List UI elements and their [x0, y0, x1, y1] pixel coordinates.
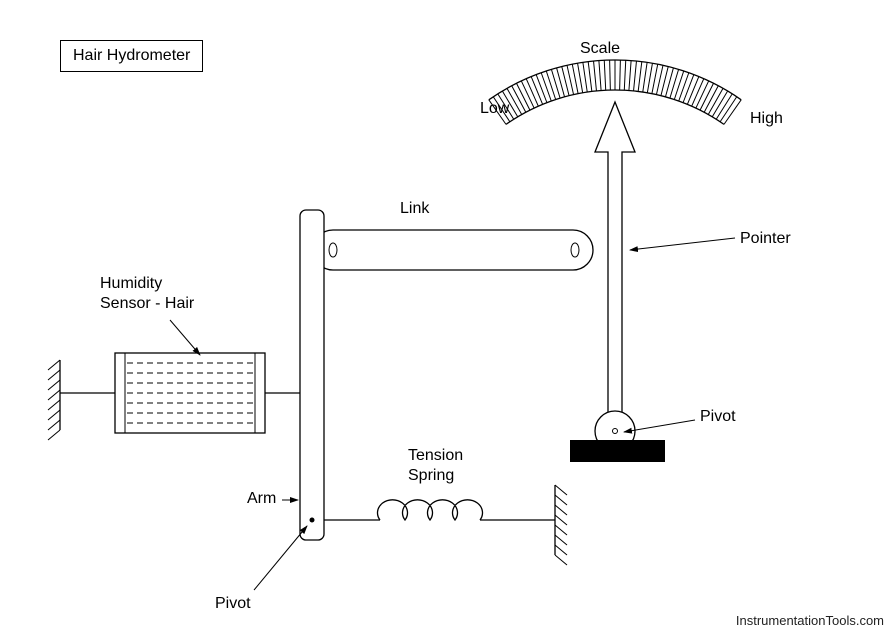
watermark: InstrumentationTools.com	[736, 613, 884, 628]
link	[313, 230, 593, 270]
title-box: Hair Hydrometer	[60, 40, 203, 72]
humidity-l1: Humidity	[100, 275, 162, 293]
title-text: Hair Hydrometer	[73, 47, 190, 64]
humidity-l2: Sensor - Hair	[100, 295, 194, 313]
arm	[300, 210, 324, 540]
scale-label: Scale	[580, 40, 620, 58]
high-label: High	[750, 110, 783, 128]
spring-l2: Spring	[408, 467, 454, 485]
arm-label: Arm	[247, 490, 276, 508]
diagram-svg	[0, 0, 894, 638]
pointer-label: Pointer	[740, 230, 791, 248]
link-label: Link	[400, 200, 429, 218]
pivot-bottom-label: Pivot	[215, 595, 251, 613]
spring-coil	[377, 500, 482, 520]
pointer	[595, 102, 635, 430]
low-label: Low	[480, 100, 509, 118]
arm-pivot-dot	[310, 518, 315, 523]
spring-l1: Tension	[408, 447, 463, 465]
pivot-base	[570, 440, 665, 462]
pivot-top-label: Pivot	[700, 408, 736, 426]
